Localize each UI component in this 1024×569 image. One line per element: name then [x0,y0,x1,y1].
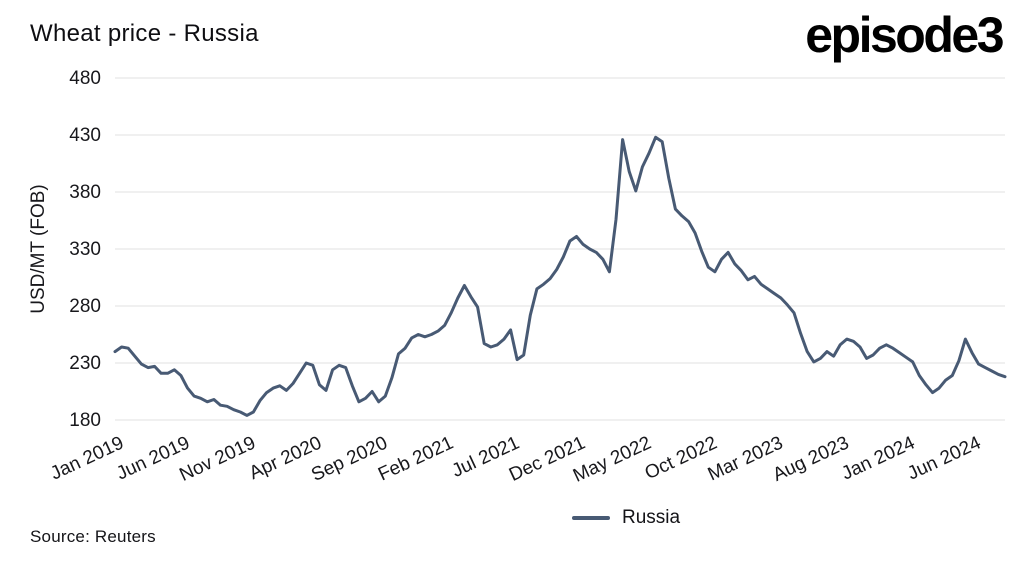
series-line-russia [113,135,1007,417]
y-axis-label: USD/MT (FOB) [28,184,49,313]
x-tick-label: Aug 2023 [770,432,853,485]
chart-title: Wheat price - Russia [30,20,259,47]
chart-svg: USD/MT (FOB) 180 230 280 330 380 430 480 Jan 20… [28,68,1007,487]
source-note: Source: Reuters [30,527,156,546]
y-tick-label: 480 [69,68,101,89]
x-tick-label: Jan 2019 [47,432,127,484]
y-tick-label: 430 [69,125,101,146]
legend-label: Russia [622,507,681,528]
x-tick-label: Nov 2019 [176,432,259,485]
x-tick-label: Feb 2021 [375,432,457,485]
episode3-logo: episode3 [805,7,1004,63]
legend-line-swatch [572,516,610,520]
y-tick-label: 180 [69,410,101,431]
x-tick-label: Jun 2024 [904,432,984,484]
y-tick-label: 380 [69,182,101,203]
x-tick-label: Sep 2020 [308,432,391,485]
x-tick-label: Jan 2024 [838,432,918,484]
legend: Russia [572,507,680,529]
y-tick-label: 280 [69,296,101,317]
y-tick-label: 330 [69,239,101,260]
y-tick-label: 230 [69,353,101,374]
